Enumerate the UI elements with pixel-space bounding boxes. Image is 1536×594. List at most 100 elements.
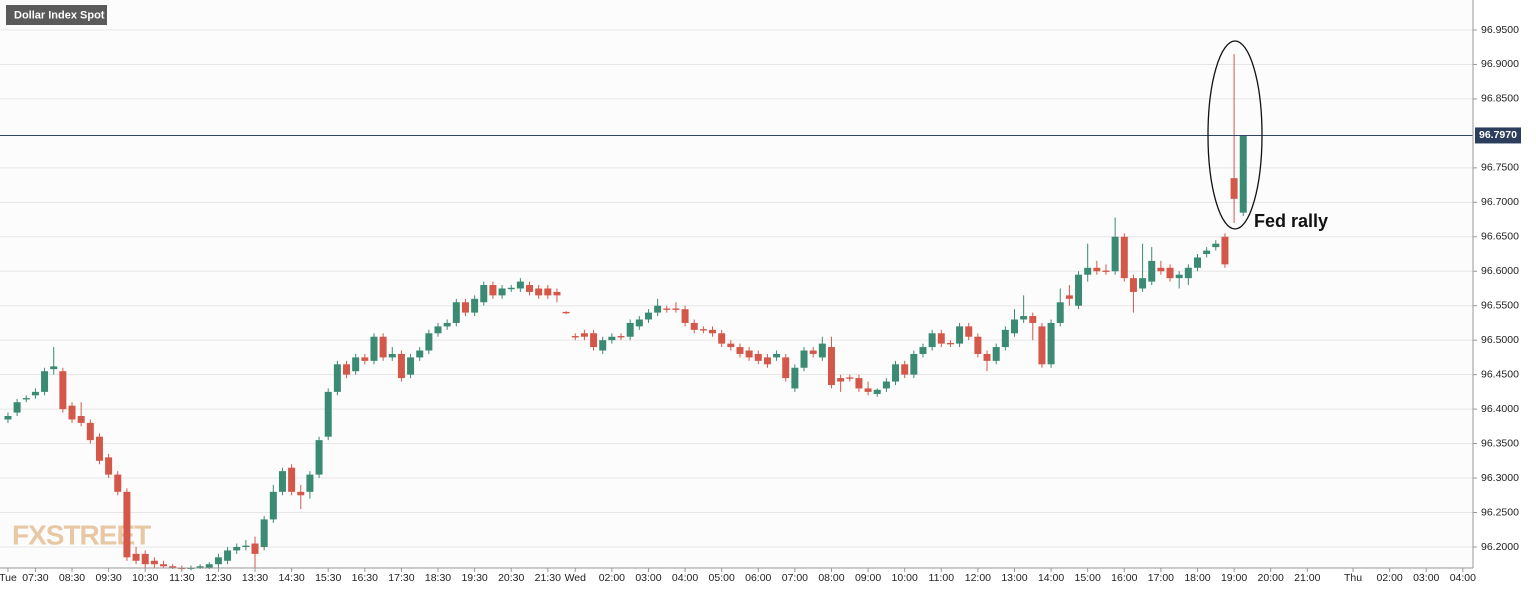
candle-body [1001, 329, 1009, 348]
candle-body [818, 343, 826, 358]
candle-body [480, 285, 488, 303]
x-tick-label: 08:30 [59, 572, 85, 584]
candle-body [242, 545, 250, 547]
candle-body [1102, 270, 1110, 272]
candle-body [77, 416, 85, 423]
annotation: Fed rally [1254, 211, 1328, 231]
candle-body [553, 291, 561, 296]
candle-body [1203, 250, 1211, 255]
candle-body [526, 285, 534, 292]
candle-body [1038, 326, 1046, 365]
candle-body [443, 322, 451, 327]
candle-body [498, 288, 506, 296]
candle-body [388, 353, 396, 358]
candle-body [123, 491, 131, 558]
candle-body [1175, 274, 1183, 279]
candle-body [626, 322, 634, 337]
candle-body [105, 457, 113, 475]
y-tick-label: 96.7500 [1481, 162, 1519, 174]
candle-body [507, 287, 515, 290]
x-tick-label: 07:00 [782, 572, 808, 584]
candle-body [361, 357, 369, 361]
candle-body [910, 353, 918, 375]
candle-body [928, 333, 936, 348]
candle-body [370, 336, 378, 361]
candle-body [22, 398, 30, 400]
candle-body [324, 391, 332, 437]
candle-body [1212, 243, 1220, 248]
candle-body [1166, 267, 1174, 279]
x-tick-label: 15:30 [315, 572, 341, 584]
x-tick-label: 18:30 [425, 572, 451, 584]
x-tick-label: 12:30 [205, 572, 231, 584]
grid [0, 29, 1473, 548]
candle-body [809, 350, 817, 354]
candle-body [974, 336, 982, 354]
candle-body [1157, 267, 1165, 272]
candle-body [937, 333, 945, 344]
candle-body [718, 333, 726, 344]
candle-body [791, 367, 799, 389]
candle-body [13, 402, 21, 413]
candle-body [352, 357, 360, 372]
x-tick-label: 09:30 [95, 572, 121, 584]
candle-body [516, 281, 524, 289]
candle-body [590, 333, 598, 348]
candle-body [1047, 322, 1055, 365]
x-tick-label: Tue [0, 572, 17, 584]
candle-body [141, 553, 149, 565]
candle-body [580, 333, 588, 337]
x-tick-label: 20:00 [1258, 572, 1284, 584]
x-tick-label: 13:30 [242, 572, 268, 584]
candle-body [1093, 267, 1101, 272]
candle-body [635, 319, 643, 327]
candle-body [205, 564, 213, 568]
x-tick-label: 11:00 [929, 572, 955, 584]
candle-body [699, 329, 707, 331]
candle-body [1056, 302, 1064, 323]
candle-body [269, 491, 277, 520]
candle-body [86, 422, 94, 441]
candle-body [727, 343, 735, 348]
candle-body [617, 336, 625, 338]
candle-body [315, 440, 323, 475]
candle-body [1075, 274, 1083, 306]
candle-body [544, 288, 552, 296]
x-tick-label: 18:00 [1184, 572, 1210, 584]
candle-body [873, 389, 881, 394]
x-tick-label: Wed [565, 572, 587, 584]
y-tick-label: 96.6000 [1481, 265, 1519, 277]
candle-body [1111, 236, 1119, 272]
x-tick-label: 02:00 [599, 572, 625, 584]
candle-body [782, 357, 790, 379]
candle-body [233, 546, 241, 551]
highlight-ellipse [1207, 40, 1263, 230]
candle-body [1065, 295, 1073, 299]
candle-body [800, 350, 808, 368]
candle-body [50, 366, 58, 370]
candle-body [1020, 316, 1028, 320]
candle-body [571, 336, 579, 338]
candle-body [333, 364, 341, 392]
candle-body [1129, 278, 1137, 292]
x-tick-label: 21:30 [535, 572, 561, 584]
candle-body [1084, 267, 1092, 275]
candle-body [306, 474, 314, 492]
x-tick-label: 12:00 [965, 572, 991, 584]
candle-body [599, 340, 607, 351]
x-tick-label: 06:00 [745, 572, 771, 584]
candle-body [260, 519, 268, 547]
plot-background [0, 0, 1473, 568]
y-tick-label: 96.5000 [1481, 334, 1519, 346]
candle-body [654, 305, 662, 313]
candle-body [1193, 257, 1201, 268]
x-tick-label: 19:00 [1221, 572, 1247, 584]
candle-body [956, 326, 964, 344]
candle-body [1221, 236, 1229, 265]
candle-body [919, 347, 927, 354]
candle-body [736, 347, 744, 354]
candle-body [288, 467, 296, 492]
y-tick-label: 96.2000 [1481, 541, 1519, 553]
candle-body [709, 329, 717, 334]
x-tick-label: 14:00 [1038, 572, 1064, 584]
